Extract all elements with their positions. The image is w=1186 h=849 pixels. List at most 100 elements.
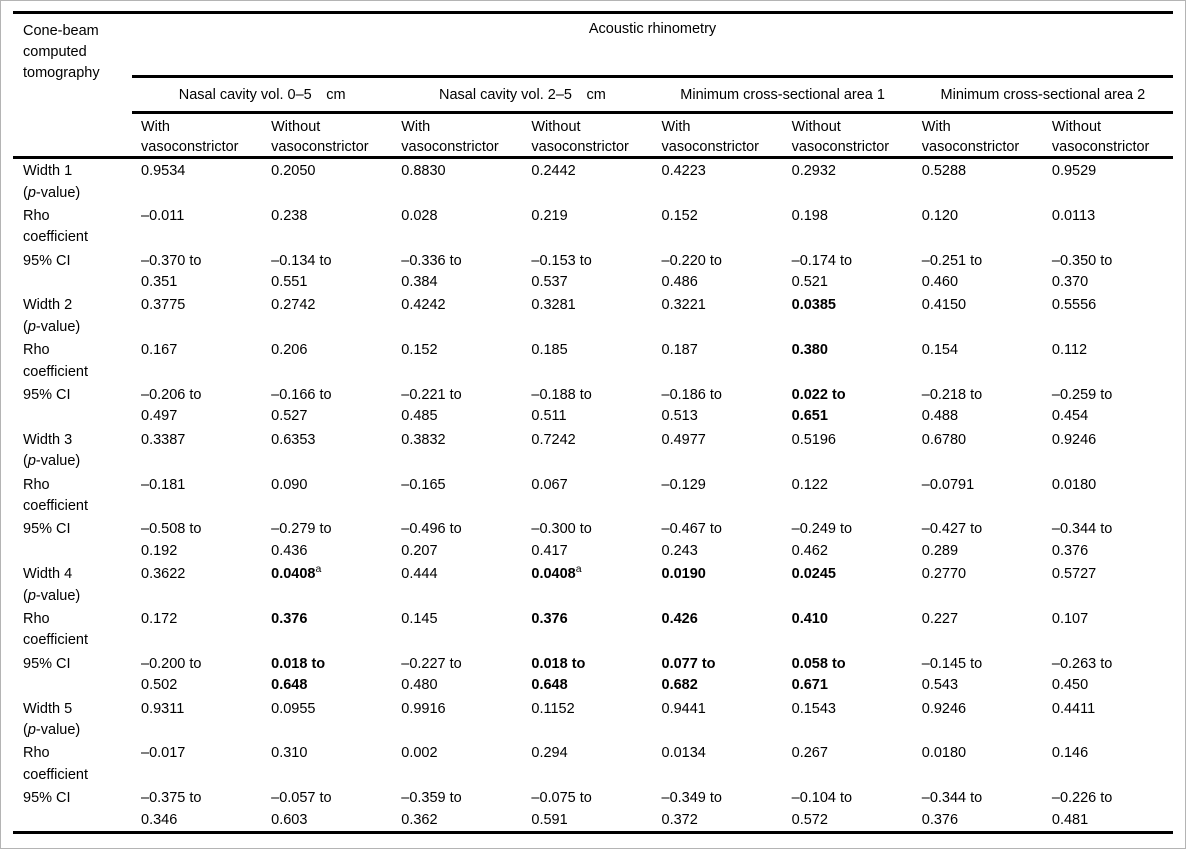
value-cell: –0.165 (401, 476, 446, 493)
row-header-title: Cone-beam computed tomography (23, 23, 100, 81)
value-cell: 0.0113 (1051, 207, 1096, 224)
row-label: Rho coefficient (23, 610, 89, 649)
value-cell: 0.9246 (921, 700, 967, 717)
value-cell: 0.238 (271, 207, 308, 224)
value-cell: –0.166 to 0.527 (271, 386, 332, 425)
row-label: 95% CI (23, 790, 71, 807)
subcolumn-header: Without vasoconstrictor (791, 119, 890, 155)
value-cell: 0.090 (271, 476, 308, 493)
value-cell: –0.200 to 0.502 (141, 655, 202, 694)
value-cell: –0.129 (661, 476, 706, 493)
value-cell: 0.067 (531, 476, 568, 493)
value-cell: 0.9534 (141, 163, 186, 179)
table-body: Width 1 (p-value) 0.9534 0.2050 0.8830 0.244… (13, 159, 1173, 831)
value-cell: 0.9916 (401, 700, 446, 717)
value-cell: –0.375 to 0.346 (141, 790, 202, 828)
footnote-marker: a (315, 563, 322, 576)
value-cell: –0.336 to 0.384 (401, 252, 462, 291)
value-cell: 0.410 (791, 610, 828, 627)
table-header: Cone-beam computed tomography Acoustic r… (13, 14, 1173, 156)
value-cell: 0.6353 (271, 431, 316, 448)
row-label: 95% CI (23, 252, 71, 269)
table-row: Width 2 (p-value) 0.3775 0.2742 0.4242 0.328… (13, 293, 1173, 338)
value-cell: 0.1543 (791, 700, 836, 717)
row-label: 95% CI (23, 386, 71, 403)
value-cell: –0.370 to 0.351 (141, 252, 202, 291)
value-cell: 0.122 (791, 476, 828, 493)
value-cell: 0.426 (661, 610, 698, 627)
value-cell: 0.187 (661, 342, 698, 359)
table-row: 95% CI –0.370 to 0.351 –0.134 to 0.551 –0.3… (13, 249, 1173, 294)
value-cell: –0.508 to 0.192 (141, 521, 202, 559)
value-cell: 0.3221 (661, 297, 706, 314)
value-cell: 0.9529 (1051, 163, 1097, 179)
value-cell: –0.145 to 0.543 (921, 655, 983, 694)
group-header: Minimum cross-sectional area 2 (940, 86, 1146, 103)
value-cell: –0.344 to 0.376 (1051, 521, 1113, 559)
value-cell: 0.077 to 0.682 (661, 655, 716, 694)
table-row: Rho coefficient –0.011 0.238 0.028 0.219 0.15… (13, 204, 1173, 249)
value-cell: –0.263 to 0.450 (1051, 655, 1113, 694)
value-cell: –0.259 to 0.454 (1051, 386, 1113, 425)
value-cell: 0.444 (401, 566, 438, 583)
value-cell: 0.2742 (271, 297, 316, 314)
value-cell: 0.294 (531, 745, 568, 762)
value-cell: 0.0190 (661, 566, 706, 583)
table-row: 95% CI –0.200 to 0.502 0.018 to 0.648 –0.22… (13, 652, 1173, 697)
value-cell: 0.227 (921, 610, 959, 627)
table-row: Rho coefficient 0.167 0.206 0.152 0.185 0.187… (13, 338, 1173, 383)
subcolumn-header: With vasoconstrictor (661, 119, 760, 155)
subcolumn-header: Without vasoconstrictor (1051, 119, 1150, 155)
value-cell: 0.0385 (791, 297, 836, 314)
value-cell: 0.8830 (401, 163, 446, 179)
value-cell: 0.185 (531, 342, 568, 359)
value-cell: –0.359 to 0.362 (401, 790, 462, 828)
value-cell: 0.028 (401, 207, 438, 224)
span-header: Acoustic rhinometry (132, 14, 1173, 78)
row-label: 95% CI (23, 655, 71, 672)
value-cell: 0.310 (271, 745, 308, 762)
value-cell: 0.5727 (1051, 566, 1097, 583)
value-cell: 0.018 to 0.648 (531, 655, 586, 694)
value-cell: 0.120 (921, 207, 959, 224)
value-cell: –0.011 (141, 207, 185, 224)
acoustic-rhinometry-header-block: Acoustic rhinometry Nasal cavity vol. 0–… (132, 14, 1173, 156)
value-cell: 0.2770 (921, 566, 967, 583)
row-label: Rho coefficient (23, 476, 89, 515)
value-cell: –0.467 to 0.243 (661, 521, 722, 559)
value-cell: 0.3775 (141, 297, 186, 314)
value-cell: –0.249 to 0.462 (791, 521, 853, 559)
value-cell: –0.350 to 0.370 (1051, 252, 1113, 291)
group-header-row: Nasal cavity vol. 0–5 cm Nasal cavity vol… (132, 78, 1173, 114)
value-cell: 0.376 (531, 610, 568, 627)
group-header: Minimum cross-sectional area 1 (680, 86, 885, 103)
value-cell: –0.251 to 0.460 (921, 252, 983, 291)
row-label: Width 3 (p-value) (23, 431, 81, 470)
footnote-marker: a (575, 563, 582, 576)
value-cell: 0.0955 (271, 700, 316, 717)
row-label: 95% CI (23, 521, 71, 538)
table-row: 95% CI –0.206 to 0.497 –0.166 to 0.527 –0.2… (13, 383, 1173, 428)
row-label: Rho coefficient (23, 745, 89, 783)
value-cell: –0.174 to 0.521 (791, 252, 853, 291)
table-row: 95% CI –0.375 to 0.346 –0.057 to 0.603 –0.3… (13, 786, 1173, 831)
value-cell: 0.0180 (921, 745, 967, 762)
value-cell: 0.198 (791, 207, 828, 224)
value-cell: 0.0245 (791, 566, 836, 583)
value-cell: –0.186 to 0.513 (661, 386, 722, 425)
subcolumn-header: With vasoconstrictor (141, 119, 239, 155)
value-cell: 0.267 (791, 745, 828, 762)
value-cell: –0.344 to 0.376 (921, 790, 983, 828)
value-cell: 0.4223 (661, 163, 706, 179)
table-row: Width 4 (p-value) 0.3622 0.0408a 0.444 0.040… (13, 562, 1173, 607)
value-cell: 0.152 (401, 342, 438, 359)
value-cell: 0.2442 (531, 163, 576, 179)
value-cell: 0.9246 (1051, 431, 1097, 448)
value-cell: 0.9311 (141, 700, 185, 717)
value-cell: 0.3387 (141, 431, 186, 448)
table-row: Width 5 (p-value) 0.9311 0.0955 0.9916 0.115… (13, 697, 1173, 742)
value-cell: 0.9441 (661, 700, 706, 717)
value-cell: 0.2050 (271, 163, 316, 179)
table-row: Rho coefficient 0.172 0.376 0.145 0.376 0.426… (13, 607, 1173, 652)
